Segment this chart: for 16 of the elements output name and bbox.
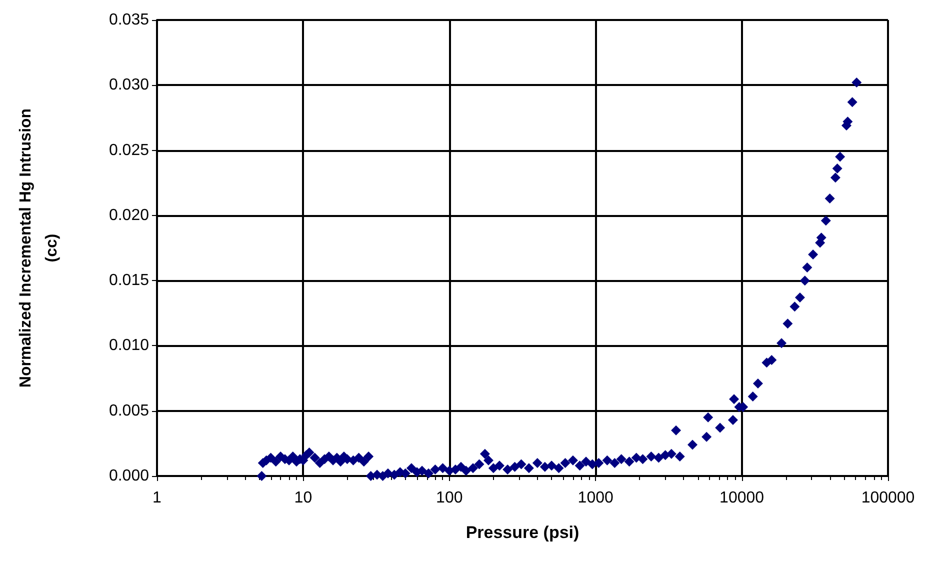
x-tick-label: 10	[294, 490, 312, 506]
x-tick-label: 1000	[578, 490, 614, 506]
x-axis-title: Pressure (psi)	[466, 523, 580, 542]
y-tick-label: 0.025	[108, 142, 150, 159]
y-axis-title: Normalized Incremental Hg Intrusion (cc)	[18, 108, 60, 388]
x-tick-label: 1	[152, 490, 162, 506]
y-tick-label: 0.005	[108, 402, 150, 420]
x-tick-label: 10000	[720, 490, 764, 506]
y-tick-label: 0.035	[108, 12, 150, 28]
y-tick-label: 0.010	[108, 337, 150, 354]
y-tick-label: 0.020	[108, 206, 150, 224]
x-tick-label: 100000	[861, 490, 915, 506]
x-tick-label: 100	[436, 490, 463, 506]
y-tick-label: 0.000	[108, 468, 150, 484]
y-tick-label: 0.030	[108, 76, 150, 94]
y-tick-label: 0.015	[108, 272, 150, 290]
